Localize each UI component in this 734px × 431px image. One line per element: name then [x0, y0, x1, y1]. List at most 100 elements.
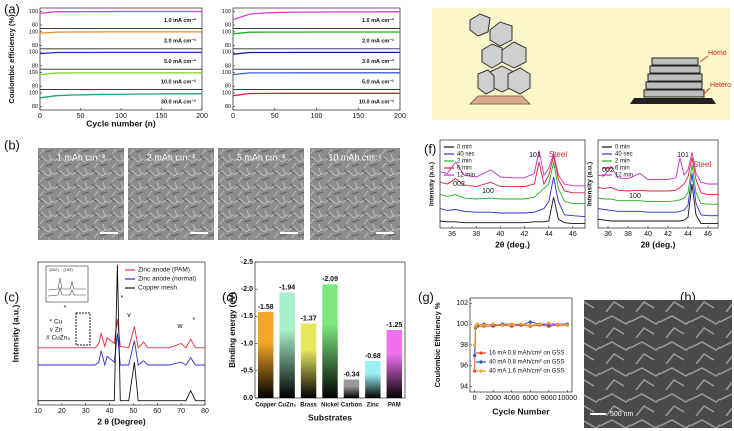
bar	[343, 379, 360, 398]
annotation: 002	[602, 167, 614, 174]
sem-images: 1 mAh cm⁻² 2 mAh cm⁻² 5 mAh cm⁻² 10 mAh …	[38, 148, 400, 240]
bar	[386, 330, 402, 398]
y-axis-label: Binding energy (eV)	[228, 292, 237, 368]
sem-image	[584, 300, 732, 428]
x-axis-label: 2 θ (Degree)	[97, 416, 146, 426]
annotation: *	[121, 295, 124, 302]
y-tick-label: 80	[32, 43, 38, 49]
marker	[473, 343, 477, 347]
panel-label: (b)	[4, 137, 20, 152]
y-tick-label: 80	[32, 104, 38, 110]
x-tick-label: 50	[271, 113, 279, 120]
x-tick-label: 40	[497, 231, 505, 238]
legend-label: 6 min	[615, 166, 630, 172]
x-tick-label: Nickel	[321, 403, 339, 409]
legend-label: 40 mA 1.6 mAh/cm² on GSS	[489, 369, 564, 375]
x-tick-label: Brass	[300, 403, 317, 409]
series-line	[232, 92, 400, 97]
y-tick-label: 100	[222, 29, 231, 35]
annotation: v	[127, 312, 131, 319]
series-label: 3.0 mA cm⁻²	[362, 58, 394, 65]
annotation: v Zn	[50, 327, 63, 334]
x-tick-label: Copper	[255, 403, 277, 409]
x-axis-label: 2θ (deg.)	[641, 239, 676, 249]
x-tick-label: 0	[38, 113, 42, 120]
y-tick-label: 100	[29, 90, 38, 96]
y-tick-label: -2.0	[241, 286, 253, 293]
annotation: *	[193, 317, 196, 324]
bar	[322, 284, 338, 398]
series-line	[439, 197, 585, 225]
x-tick-label: CuZn₅	[278, 403, 296, 409]
series-line	[439, 176, 586, 218]
marker	[473, 369, 477, 373]
annotation: 002	[453, 181, 465, 188]
plot-frame	[469, 297, 573, 393]
series-label: 1.0 mA cm⁻²	[362, 17, 394, 24]
y-tick-label: 100	[222, 70, 231, 76]
diagram-label: Homo	[708, 50, 727, 57]
x-tick-label: 200	[394, 113, 406, 120]
marker	[528, 320, 532, 324]
series-line	[439, 161, 585, 204]
annotation: 101	[677, 152, 689, 159]
series-label: 10.0 mA cm⁻²	[161, 78, 196, 85]
y-tick-label: 80	[32, 63, 38, 69]
sem-image	[38, 148, 124, 240]
x-axis-label: Cycle Number	[492, 406, 550, 416]
y-tick-label: 80	[225, 63, 231, 69]
y-tick-label: -1.0	[241, 340, 253, 347]
annotation: (100)	[63, 267, 73, 272]
y-axis-label: Coulombic efficiency (%)	[7, 14, 16, 104]
diagram: Homo Hetero	[432, 8, 731, 120]
panel-label: (c)	[4, 289, 19, 304]
y-tick-label: 102	[456, 300, 468, 307]
x-tick-label: 46	[704, 231, 712, 238]
marker	[491, 322, 495, 326]
marker	[528, 323, 532, 327]
x-tick-label: 46	[569, 231, 577, 238]
y-tick-label: 0.0	[243, 395, 253, 402]
marker	[500, 323, 505, 327]
diagram-label: Hetero	[710, 82, 731, 89]
x-tick-label: 100	[115, 113, 127, 120]
value-label: -1.58	[258, 304, 274, 311]
bar	[365, 361, 381, 398]
series-line	[38, 264, 205, 402]
x-tick-label: 36	[448, 231, 456, 238]
marker	[537, 322, 542, 326]
x-tick-label: Carbon	[341, 403, 362, 409]
x-tick-label: 0	[473, 395, 477, 402]
annotation: w	[176, 323, 183, 330]
series-label: 2.0 mA cm⁻²	[164, 38, 196, 45]
x-tick-label: 6000	[522, 395, 538, 402]
x-axis-label: Cycle number (n)	[86, 118, 156, 128]
annotation: 101	[529, 152, 541, 159]
x-tick-label: 50	[130, 408, 138, 415]
x-tick-label: 70	[177, 408, 185, 415]
series-line	[232, 72, 400, 76]
legend-label: 12 min	[615, 173, 633, 179]
x-tick-label: 60	[153, 408, 161, 415]
annotation: Steel	[549, 150, 567, 159]
bar	[258, 312, 274, 398]
y-tick-label: 100	[222, 50, 231, 56]
panel-label: (g)	[418, 289, 434, 304]
series-line	[597, 183, 718, 225]
y-tick-label: -1.5	[241, 313, 253, 320]
annotation: 100	[482, 188, 494, 195]
sem-image	[128, 148, 214, 240]
series-label: 2.0 mA cm⁻²	[362, 38, 394, 45]
legend-marker	[479, 369, 483, 373]
x-tick-label: 20	[58, 408, 66, 415]
legend-marker	[479, 360, 483, 364]
substrate	[630, 98, 716, 104]
series-line	[39, 10, 202, 15]
scale-label: 500 nm	[610, 411, 634, 418]
y-tick-label: 80	[32, 84, 38, 90]
x-tick-label: 8000	[541, 395, 557, 402]
series-label: 1.0 mA cm⁻²	[164, 17, 196, 24]
x-tick-label: 42	[664, 231, 672, 238]
sem-label: 5 mAh cm⁻²	[237, 152, 285, 162]
